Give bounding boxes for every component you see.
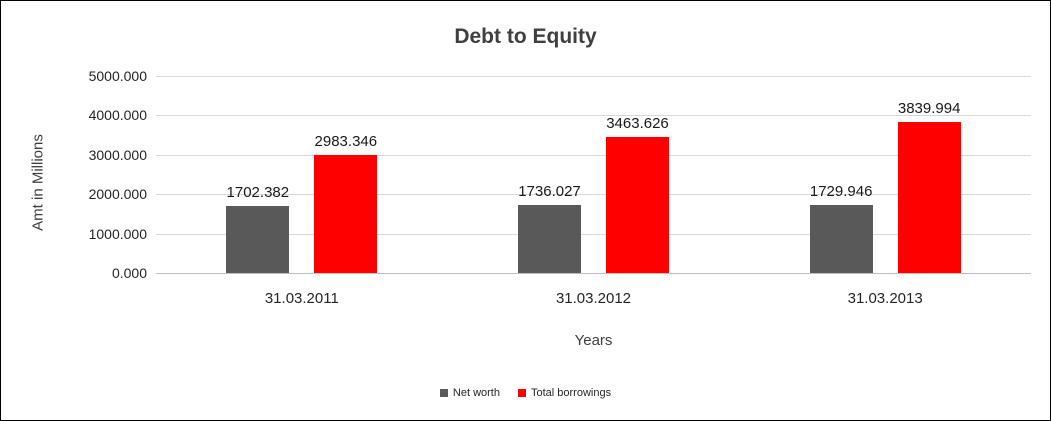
y-tick-label: 0.000	[111, 265, 147, 281]
gridline	[156, 194, 1031, 196]
bar-total-borrowings	[897, 121, 961, 273]
gridline	[156, 115, 1031, 117]
bar-total-borrowings	[314, 155, 378, 273]
gridline	[156, 76, 1031, 77]
gridline	[156, 154, 1031, 156]
x-category-label: 31.03.2011	[264, 290, 339, 307]
legend-label: Total borrowings	[530, 387, 612, 399]
y-tick-label: 3000.000	[88, 146, 147, 163]
data-label: 1702.382	[226, 183, 290, 201]
legend-item: Total borrowings	[517, 387, 612, 399]
bar-net-worth	[518, 204, 581, 273]
data-label: 1736.027	[518, 182, 581, 200]
legend-item: Net worth	[439, 387, 500, 399]
plot-area: 1702.382 2983.346 1736.027 3463.626 1729.946…	[156, 76, 1031, 274]
x-axis-title: Years	[574, 332, 613, 349]
legend-label: Net worth	[452, 387, 500, 399]
data-label: 3463.626	[606, 114, 669, 132]
x-category-label: 31.03.2012	[555, 290, 632, 307]
legend: Net worth Total borrowings	[1, 387, 1050, 399]
y-tick-label: 2000.000	[88, 186, 147, 203]
bar-net-worth	[226, 205, 290, 273]
bar-total-borrowings	[606, 136, 669, 273]
y-tick-label: 4000.000	[88, 107, 147, 124]
legend-swatch-icon	[439, 389, 448, 397]
y-tick-label: 1000.000	[88, 225, 147, 242]
gridline	[156, 233, 1031, 235]
bar-net-worth	[809, 204, 873, 273]
data-label: 3839.994	[897, 99, 961, 117]
legend-swatch-icon	[517, 389, 526, 397]
y-tick-label: 5000.000	[88, 68, 147, 84]
data-label: 2983.346	[314, 133, 378, 151]
data-label: 1729.946	[809, 182, 873, 200]
x-category-label: 31.03.2013	[847, 290, 923, 307]
chart-title: Debt to Equity	[454, 25, 597, 48]
